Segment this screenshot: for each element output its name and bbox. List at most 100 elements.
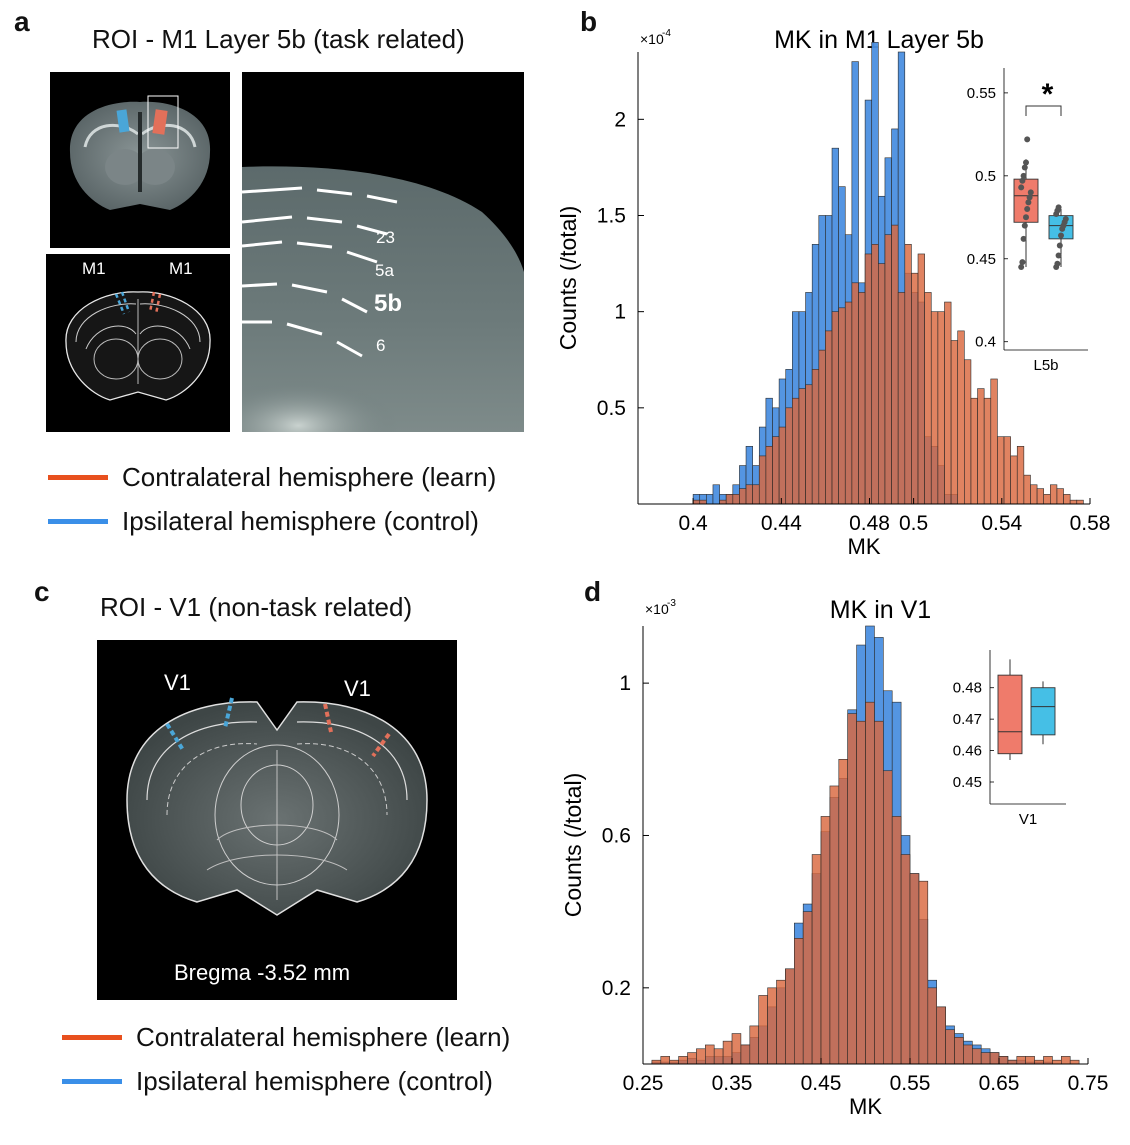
panel-letter-a: a	[14, 6, 30, 37]
chart-d-bar-contra	[945, 1029, 955, 1065]
chart-b-bar-contra	[831, 311, 839, 505]
chart-d-bar-contra	[1069, 1059, 1080, 1065]
chart-d-ylabel: Counts (/total)	[560, 773, 586, 917]
chart-b-bar-contra	[765, 445, 773, 505]
chart-b-bar-contra	[1030, 484, 1038, 505]
chart-b-xtick-label: 0.44	[761, 512, 802, 535]
chart-b-xtick-label: 0.4	[679, 512, 709, 535]
chart-b-inset-point	[1058, 232, 1064, 239]
chart-b-bar-contra	[911, 272, 919, 505]
chart-b-inset-point	[1062, 215, 1069, 222]
layer-label-23: 23	[376, 228, 395, 247]
chart-d-inset-ytick-label: 0.46	[953, 743, 982, 760]
chart-d-bar-contra	[811, 854, 822, 1065]
chart-b-bar-contra	[844, 301, 853, 505]
chart-d-bar-contra	[696, 1048, 706, 1065]
chart-b-bar-contra	[692, 499, 701, 505]
chart-d-bar-contra	[767, 987, 777, 1065]
chart-d-bar-contra	[669, 1059, 679, 1065]
layer-label-5a: 5a	[375, 261, 394, 280]
chart-d-ytick-label: 0.6	[602, 824, 631, 847]
chart-b-bar-contra	[858, 292, 866, 505]
chart-b-bar-contra	[1036, 488, 1044, 505]
chart-b-ytick-label: 1.5	[597, 204, 626, 227]
chart-b-bar-contra	[871, 244, 879, 505]
chart-b-xlabel: MK	[848, 534, 881, 559]
chart-b-inset-point	[1021, 222, 1028, 229]
chart-b-inset-point	[1025, 199, 1032, 206]
chart-b-bar-contra	[752, 484, 760, 505]
chart-d-bar-contra	[918, 880, 929, 1065]
chart-d-bar-contra	[660, 1056, 671, 1065]
panel-a-title: ROI - M1 Layer 5b (task related)	[92, 24, 465, 54]
chart-b-bar-contra	[818, 349, 826, 505]
chart-b-bar-contra	[792, 397, 800, 505]
chart-b-bar-contra	[944, 301, 952, 505]
m1-atlas-thumbnail	[46, 254, 230, 432]
chart-b-title: MK in M1 Layer 5b	[774, 26, 984, 54]
legend-ipsilateral-a: Ipsilateral hemisphere (control)	[48, 506, 479, 537]
legend-line-contra	[48, 475, 108, 480]
chart-d-bar-contra	[1043, 1056, 1053, 1065]
chart-d-bar-contra	[776, 979, 786, 1065]
chart-b-bar-contra	[977, 388, 985, 505]
chart-b-ylabel: Counts (/total)	[560, 206, 581, 350]
chart-b-bar-contra	[838, 307, 846, 505]
chart-d-inset-ytick-label: 0.47	[953, 711, 982, 728]
chart-b-bar-contra	[745, 484, 753, 505]
chart-b-bar-contra	[811, 369, 820, 505]
chart-d-bar-contra	[900, 854, 911, 1065]
chart-d-bar-contra	[963, 1044, 973, 1065]
chart-b-xtick-label: 0.5	[899, 512, 928, 535]
panel-letter-d: d	[584, 576, 602, 607]
chart-b-bar-contra	[725, 494, 734, 505]
chart-d-bar-contra	[1060, 1056, 1071, 1065]
chart-b-scale-exponent: -4	[662, 28, 671, 39]
chart-d-bar-contra	[678, 1056, 688, 1065]
chart-d-bar-contra	[874, 720, 884, 1065]
chart-d-bar-contra	[998, 1056, 1009, 1065]
panel-letter-b: b	[580, 6, 598, 37]
m1-cortex-zoom	[242, 72, 524, 432]
chart-b-bar-contra	[997, 436, 1005, 505]
chart-b-inset-point	[1019, 259, 1026, 266]
chart-b-inset-point	[1018, 184, 1025, 191]
chart-b-xtick-label: 0.48	[849, 512, 890, 535]
chart-d: MK in V1 ×10 -3 0.25 0.35 0.45 0.55 0.65 0.75 0.2…	[560, 570, 1130, 1140]
chart-d-bar-contra	[936, 1006, 946, 1065]
chart-d-bar-contra	[882, 770, 893, 1065]
chart-d-bar-contra	[847, 713, 857, 1065]
layer-label-6: 6	[376, 336, 386, 355]
chart-b-bar-contra	[805, 384, 813, 505]
chart-b-bar-contra	[950, 340, 959, 505]
chart-d-bar-contra	[1034, 1059, 1044, 1065]
chart-b-bar-contra	[825, 330, 833, 505]
chart-b: MK in M1 Layer 5b ×10 -4 0.4 0.44 0.48 0.5 0.54…	[555, 0, 1130, 570]
legend-line-ipsi	[62, 1079, 122, 1084]
chart-b-bar-contra	[1023, 474, 1031, 505]
chart-d-xtick-label: 0.45	[801, 1072, 842, 1095]
chart-b-bar-contra	[1003, 436, 1011, 505]
chart-b-bar-contra	[904, 244, 912, 505]
chart-d-bar-contra	[740, 1044, 751, 1065]
chart-d-bar-contra	[722, 1040, 733, 1065]
chart-b-inset-point	[1024, 206, 1031, 212]
chart-b-inset-point	[1023, 159, 1029, 166]
chart-b-inset-point	[1023, 214, 1029, 221]
layer-label-5b: 5b	[374, 290, 403, 317]
chart-b-inset-point	[1024, 136, 1031, 143]
chart-d-xtick-label: 0.35	[712, 1072, 753, 1095]
chart-d-bar-contra	[971, 1048, 982, 1065]
legend-line-ipsi	[48, 519, 108, 524]
chart-b-bar-contra	[785, 407, 793, 505]
chart-b-bar-contra	[864, 253, 873, 505]
chart-b-bar-contra	[719, 499, 727, 505]
chart-d-bar-contra	[909, 873, 920, 1065]
chart-b-inset-point	[1055, 252, 1062, 259]
chart-d-bar-contra	[651, 1059, 662, 1065]
chart-b-bar-contra	[778, 426, 787, 505]
legend-contralateral-c: Contralateral hemisphere (learn)	[62, 1022, 510, 1053]
chart-b-inset-point	[1054, 260, 1061, 267]
chart-b-ytick-label: 2	[614, 108, 626, 131]
chart-b-scale-label: ×10	[640, 31, 664, 47]
